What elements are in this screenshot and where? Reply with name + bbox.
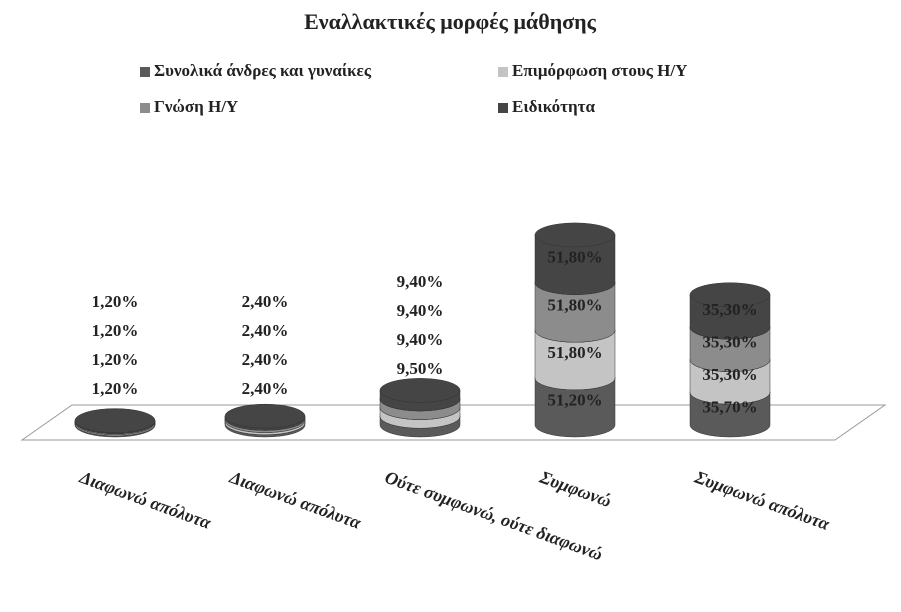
cylinder-top xyxy=(74,408,156,433)
value-label: 2,40% xyxy=(242,379,289,398)
cylinder-top xyxy=(379,378,461,403)
value-label: 2,40% xyxy=(242,350,289,369)
legend-label: Συνολικά άνδρες και γυναίκες xyxy=(154,61,372,80)
x-tick-label: Συμφωνώ απόλυτα xyxy=(691,466,833,534)
value-label: 1,20% xyxy=(92,292,139,311)
x-tick-label: Συμφωνώ xyxy=(536,466,614,511)
chart-title: Εναλλακτικές μορφές μάθησης xyxy=(304,9,597,34)
value-label: 2,40% xyxy=(242,292,289,311)
cylinder-top xyxy=(224,403,306,429)
legend-swatch xyxy=(498,67,508,77)
x-tick-label: Διαφωνώ απόλυτα xyxy=(226,466,364,533)
legend-label: Επιμόρφωση στους Η/Υ xyxy=(512,61,687,80)
floor xyxy=(20,404,887,441)
value-label: 9,40% xyxy=(397,301,444,320)
value-label: 9,40% xyxy=(397,272,444,291)
value-label: 35,70% xyxy=(702,397,757,416)
value-label: 51,80% xyxy=(547,248,602,267)
legend-label: Γνώση Η/Υ xyxy=(154,97,238,116)
value-label: 35,30% xyxy=(702,300,757,319)
value-label: 1,20% xyxy=(92,350,139,369)
cylinder-top xyxy=(689,282,771,307)
cylinder-top xyxy=(534,222,616,248)
value-label: 9,50% xyxy=(397,359,444,378)
value-label: 1,20% xyxy=(92,379,139,398)
value-label: 51,80% xyxy=(547,343,602,362)
value-label: 1,20% xyxy=(92,321,139,340)
legend-swatch xyxy=(498,103,508,113)
value-label: 51,20% xyxy=(547,390,602,409)
value-label: 35,30% xyxy=(702,332,757,351)
x-tick-label: Διαφωνώ απόλυτα xyxy=(76,466,214,533)
value-label: 2,40% xyxy=(242,321,289,340)
legend-swatch xyxy=(140,67,150,77)
value-label: 51,80% xyxy=(547,295,602,314)
value-label: 9,40% xyxy=(397,330,444,349)
legend-swatch xyxy=(140,103,150,113)
value-label: 35,30% xyxy=(702,365,757,384)
legend-label: Ειδικότητα xyxy=(512,97,595,116)
